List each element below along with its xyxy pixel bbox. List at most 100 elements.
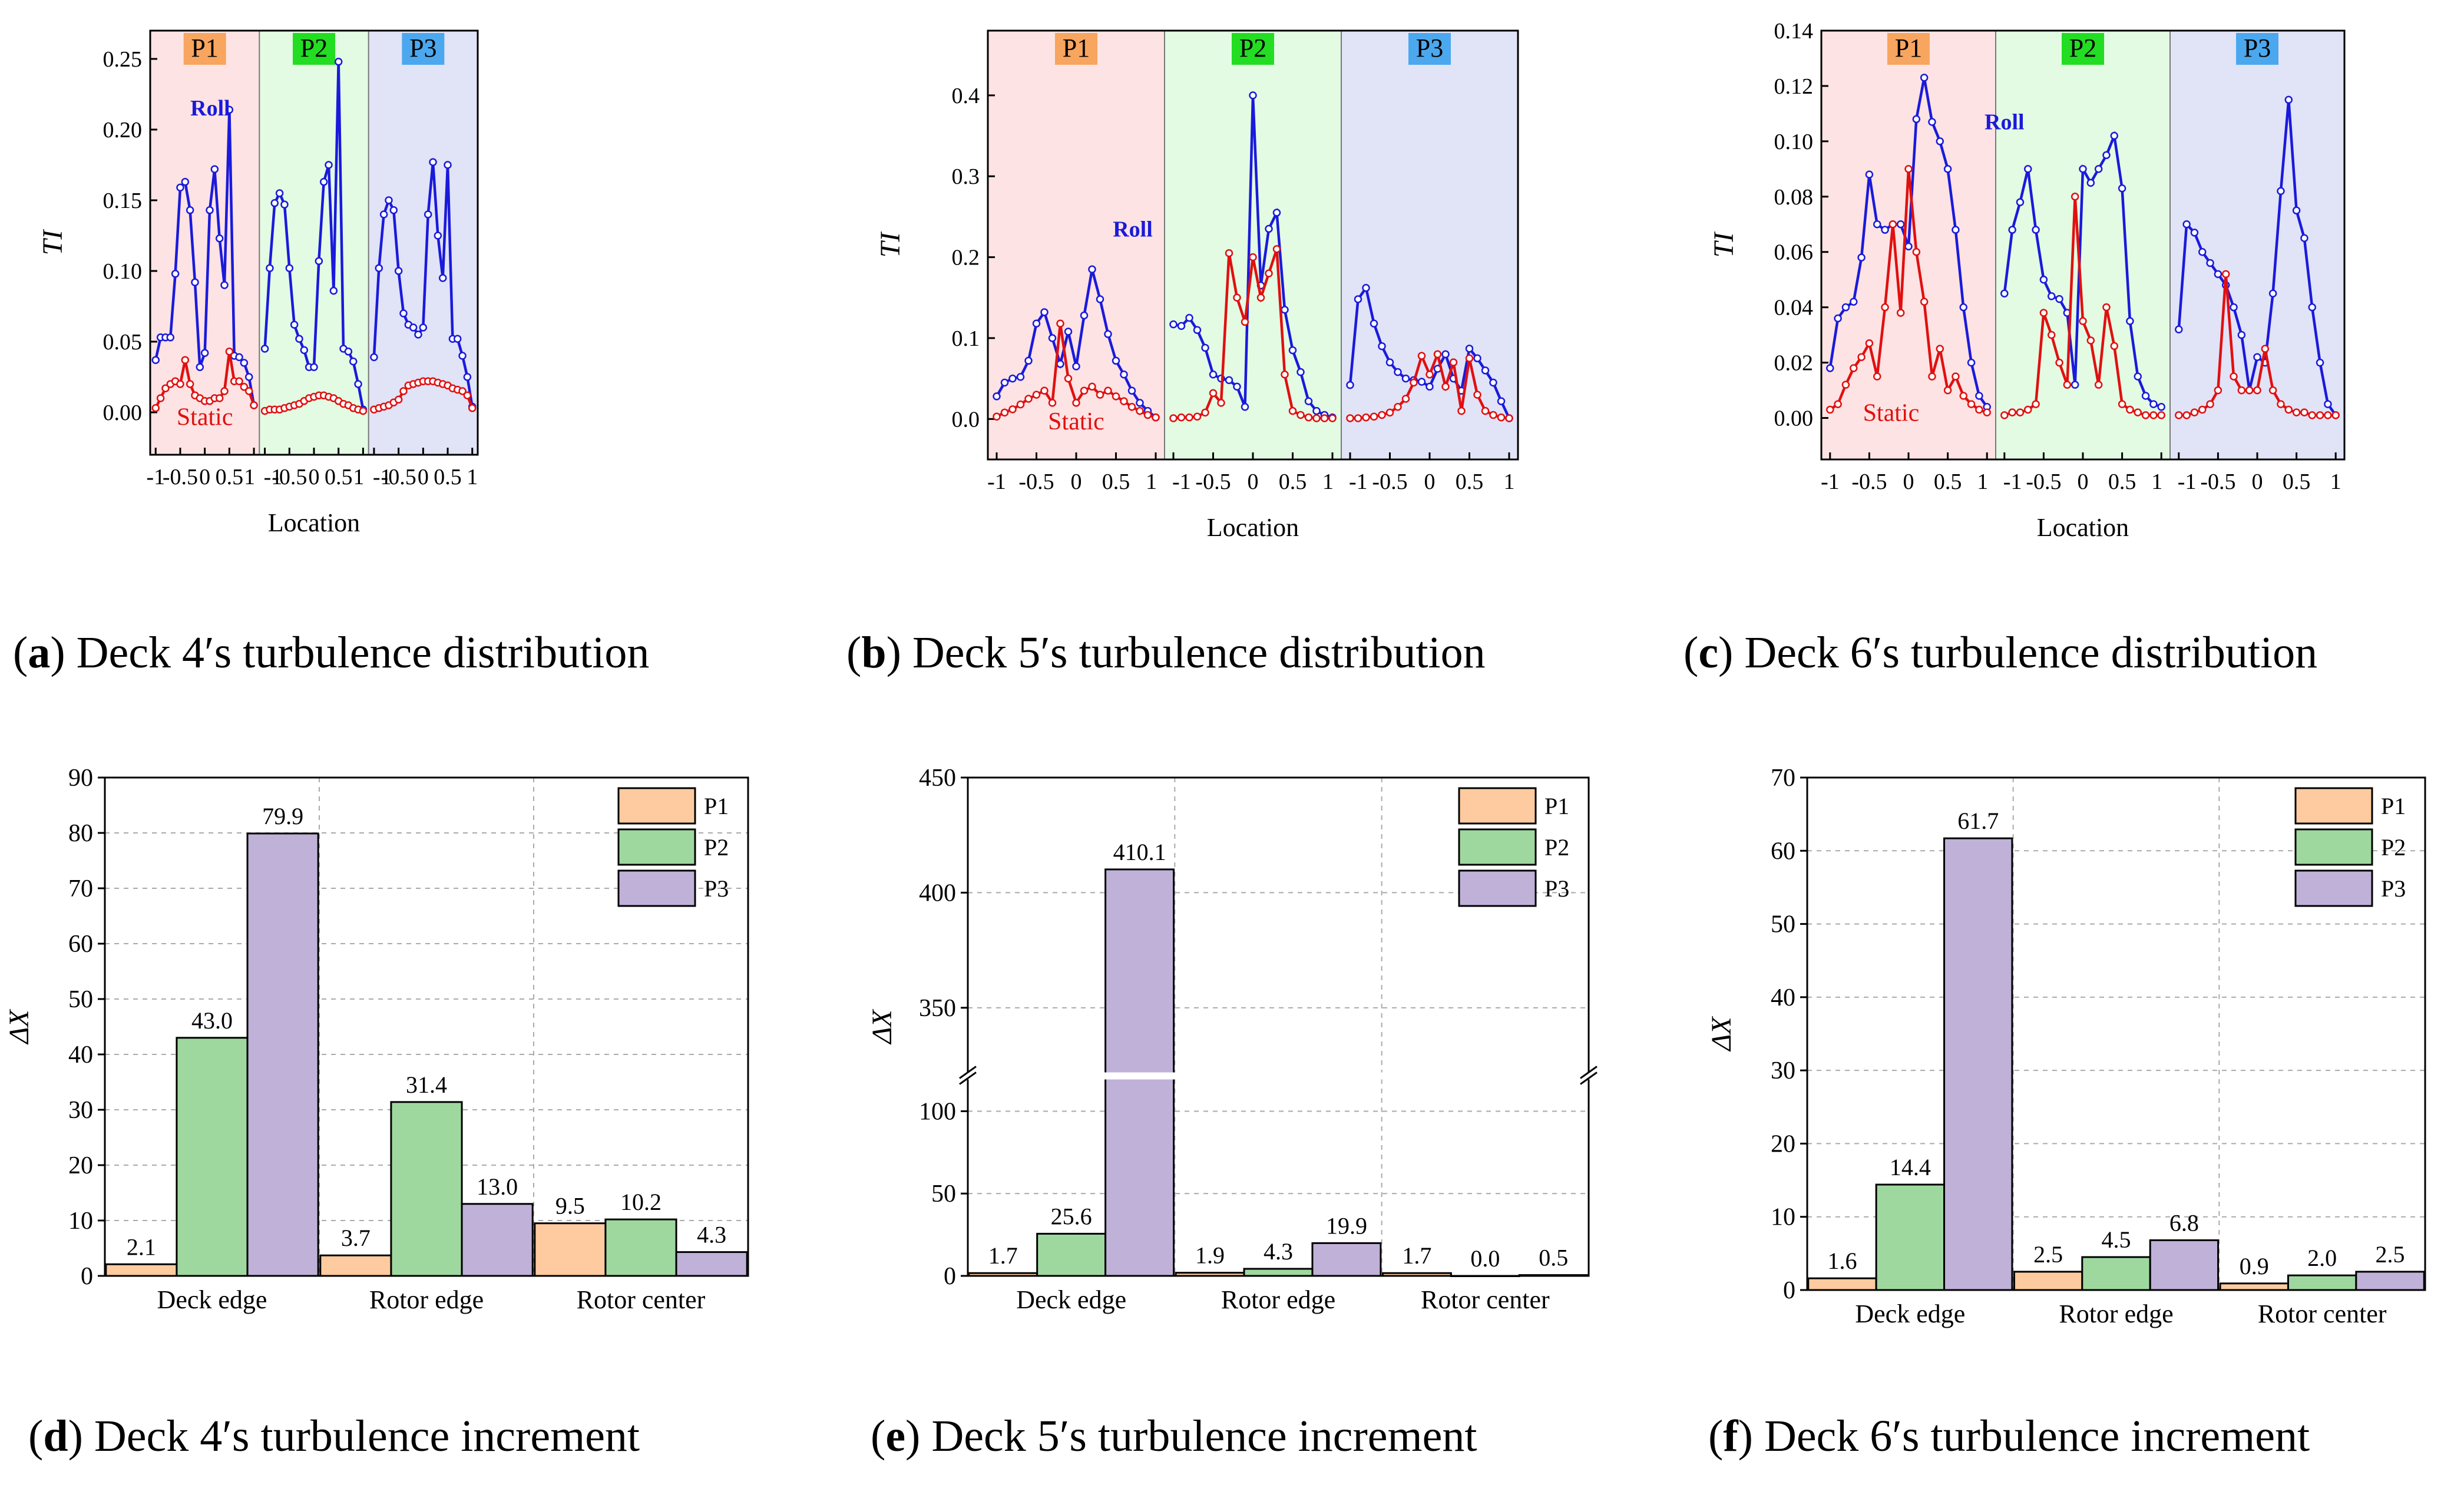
data-point-roll xyxy=(1378,342,1386,350)
y-tick-label: 0 xyxy=(944,1263,956,1290)
data-point-roll xyxy=(394,267,403,275)
bar-value-label: 0.9 xyxy=(2240,1253,2269,1279)
bar-value-label: 6.8 xyxy=(2169,1209,2199,1236)
data-point-static xyxy=(1426,371,1434,379)
data-point-static xyxy=(1410,378,1418,387)
data-point-static xyxy=(2141,411,2150,419)
data-point-roll xyxy=(2024,165,2032,173)
data-point-static xyxy=(2071,193,2079,201)
x-tick-label: -1 xyxy=(373,465,392,490)
data-point-roll xyxy=(1975,392,1983,400)
data-point-static xyxy=(1320,414,1329,422)
y-tick-label: 0 xyxy=(1783,1277,1795,1304)
data-point-roll xyxy=(275,189,284,197)
region-p3 xyxy=(2170,31,2344,459)
region-label-box-p2 xyxy=(293,33,335,65)
plot-frame xyxy=(1806,776,2426,1291)
data-point-roll xyxy=(453,335,462,343)
data-point-static xyxy=(2126,405,2134,414)
data-point-roll xyxy=(1040,308,1049,316)
region-label-box-p3 xyxy=(1408,33,1451,65)
data-point-roll xyxy=(1881,226,1889,234)
data-point-roll xyxy=(2324,400,2332,408)
x-tick-label: 0.5 xyxy=(2108,469,2136,494)
series-label-static: Static xyxy=(1863,399,1920,426)
legend-swatch-p2 xyxy=(1458,828,1537,866)
bar-p3 xyxy=(2355,1271,2425,1291)
data-point-static xyxy=(2190,408,2199,416)
data-point-static xyxy=(220,387,229,395)
data-point-static xyxy=(186,380,194,388)
data-point-roll xyxy=(2039,275,2048,284)
series-label-roll: Roll xyxy=(1985,110,2025,134)
panel-f-turbulence-increment: 1.6 2.5 0.9 14.4 4.5 2.0 61.7 6.8 2.5 0 10 20 30 40 50… xyxy=(1706,765,2426,1328)
y-tick-label: 70 xyxy=(1771,765,1795,792)
x-tick-label: 0.5 xyxy=(1102,469,1130,494)
x-tick-label: 0 xyxy=(1903,469,1914,494)
data-point-roll xyxy=(1016,373,1025,381)
x-tick-label: 0.5 xyxy=(434,465,462,490)
data-point-static xyxy=(1080,386,1089,395)
data-point-roll xyxy=(1857,253,1866,262)
x-tick-label: 0 xyxy=(1424,469,1436,494)
panel-e-turbulence-increment: 1.7 1.9 1.7 25.6 4.3 0.0 410.1 19.9 0.5 0 50 100 350… xyxy=(866,765,1598,1314)
x-tick-label: -0.5 xyxy=(163,465,198,490)
y-tick-label: 30 xyxy=(68,1097,93,1124)
y-tick-label: 0.10 xyxy=(1774,130,1814,154)
legend-label-p2: P2 xyxy=(2381,834,2406,861)
data-point-roll xyxy=(329,286,338,295)
data-point-static xyxy=(1857,353,1866,361)
legend-swatch-p1 xyxy=(1458,787,1537,825)
x-tick-label: 0 xyxy=(199,465,210,490)
data-point-static xyxy=(2230,372,2238,381)
data-point-roll xyxy=(319,178,328,186)
region-p1 xyxy=(988,31,1165,459)
data-point-static xyxy=(2032,400,2040,408)
data-point-static xyxy=(1040,386,1049,395)
data-point-roll xyxy=(399,309,408,317)
data-point-static xyxy=(2245,386,2254,395)
data-point-roll xyxy=(2157,403,2165,411)
data-point-roll xyxy=(1201,343,1209,352)
data-point-roll xyxy=(2268,289,2277,297)
data-point-roll xyxy=(171,270,180,278)
data-point-roll xyxy=(2308,303,2316,312)
y-tick-label: 40 xyxy=(68,1041,93,1069)
data-point-roll xyxy=(200,349,209,357)
data-point-roll xyxy=(1465,345,1474,353)
data-point-static xyxy=(399,387,408,395)
axis-break-mark xyxy=(959,1071,977,1085)
x-tick-label: -0.5 xyxy=(2200,469,2235,494)
bar-value-label: 43.0 xyxy=(191,1007,233,1034)
data-point-roll xyxy=(1489,378,1497,387)
data-point-roll xyxy=(434,231,442,240)
y-axis-title: ΔX xyxy=(1706,1016,1737,1052)
data-point-roll xyxy=(1193,326,1202,334)
data-point-static xyxy=(2047,330,2056,339)
x-tick-label: 0.5 xyxy=(325,465,353,490)
y-tick-label: 30 xyxy=(1771,1057,1795,1084)
data-point-static xyxy=(1489,411,1497,419)
y-tick-label: 50 xyxy=(1771,911,1795,938)
data-point-static xyxy=(1928,372,1936,381)
data-point-roll xyxy=(1967,358,1976,367)
data-point-roll xyxy=(1896,220,1905,229)
x-tick-label: 1 xyxy=(2330,469,2341,494)
bar-value-label: 19.9 xyxy=(1326,1212,1367,1239)
data-point-roll xyxy=(438,274,447,282)
panel-d-turbulence-increment: 2.1 3.7 9.5 43.0 31.4 10.2 79.9 13.0 4.3 0 10 20 30 4… xyxy=(4,765,749,1314)
data-point-roll xyxy=(220,281,229,289)
data-point-static xyxy=(1048,399,1057,407)
data-point-roll xyxy=(1497,397,1506,405)
x-axis-title: Location xyxy=(268,508,360,537)
y-tick-label: 0.12 xyxy=(1774,74,1814,99)
region-label-p2: P2 xyxy=(2069,34,2096,62)
bar-value-label: 1.6 xyxy=(1827,1248,1857,1274)
category-label: Deck edge xyxy=(157,1285,267,1314)
y-tick-label: 10 xyxy=(68,1208,93,1235)
data-point-roll xyxy=(210,165,219,173)
region-label-box-p3 xyxy=(2236,33,2278,65)
data-point-roll xyxy=(1169,320,1178,329)
x-tick-label: 1 xyxy=(1146,469,1157,494)
data-point-static xyxy=(1016,400,1025,409)
